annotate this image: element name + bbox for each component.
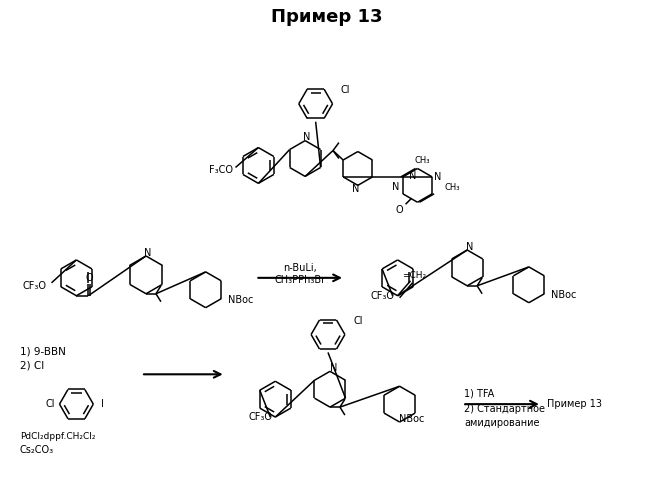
Text: CF₃O: CF₃O [371,290,394,300]
Text: N: N [434,172,441,182]
Text: Cl: Cl [341,85,351,95]
Text: Cl: Cl [46,399,56,409]
Text: NBoc: NBoc [551,290,576,300]
Text: F₃CO: F₃CO [209,166,233,175]
Text: N: N [330,364,337,374]
Text: N: N [392,182,400,192]
Text: 1) TFA: 1) TFA [464,388,494,398]
Text: N: N [466,242,473,252]
Text: CF₃O: CF₃O [23,281,46,291]
Text: 2) Cl: 2) Cl [20,360,44,370]
Text: 1) 9-BBN: 1) 9-BBN [20,346,65,356]
Text: PdCl₂dppf.CH₂Cl₂: PdCl₂dppf.CH₂Cl₂ [20,432,95,442]
Text: CH₃: CH₃ [445,183,460,192]
Text: n-BuLi,: n-BuLi, [283,263,317,273]
Text: 2) Стандартное: 2) Стандартное [464,404,545,414]
Text: Cl: Cl [353,316,362,326]
Text: N: N [303,132,311,141]
Text: NBoc: NBoc [399,414,424,424]
Text: N: N [145,248,152,258]
Text: NBoc: NBoc [228,294,253,304]
Text: N: N [409,172,416,181]
Text: Cs₂CO₃: Cs₂CO₃ [20,445,54,455]
Text: амидирование: амидирование [464,418,540,428]
Text: CF₃O: CF₃O [249,412,272,422]
Text: =CH₂: =CH₂ [402,272,426,280]
Text: N: N [352,184,360,194]
Text: O: O [396,205,404,215]
Text: I: I [101,399,104,409]
Text: CH₃PPh₃Br: CH₃PPh₃Br [275,275,326,285]
Text: CH₃: CH₃ [415,156,430,165]
Text: Пример 13: Пример 13 [547,399,602,409]
Text: Пример 13: Пример 13 [271,8,383,26]
Text: O: O [86,273,93,283]
